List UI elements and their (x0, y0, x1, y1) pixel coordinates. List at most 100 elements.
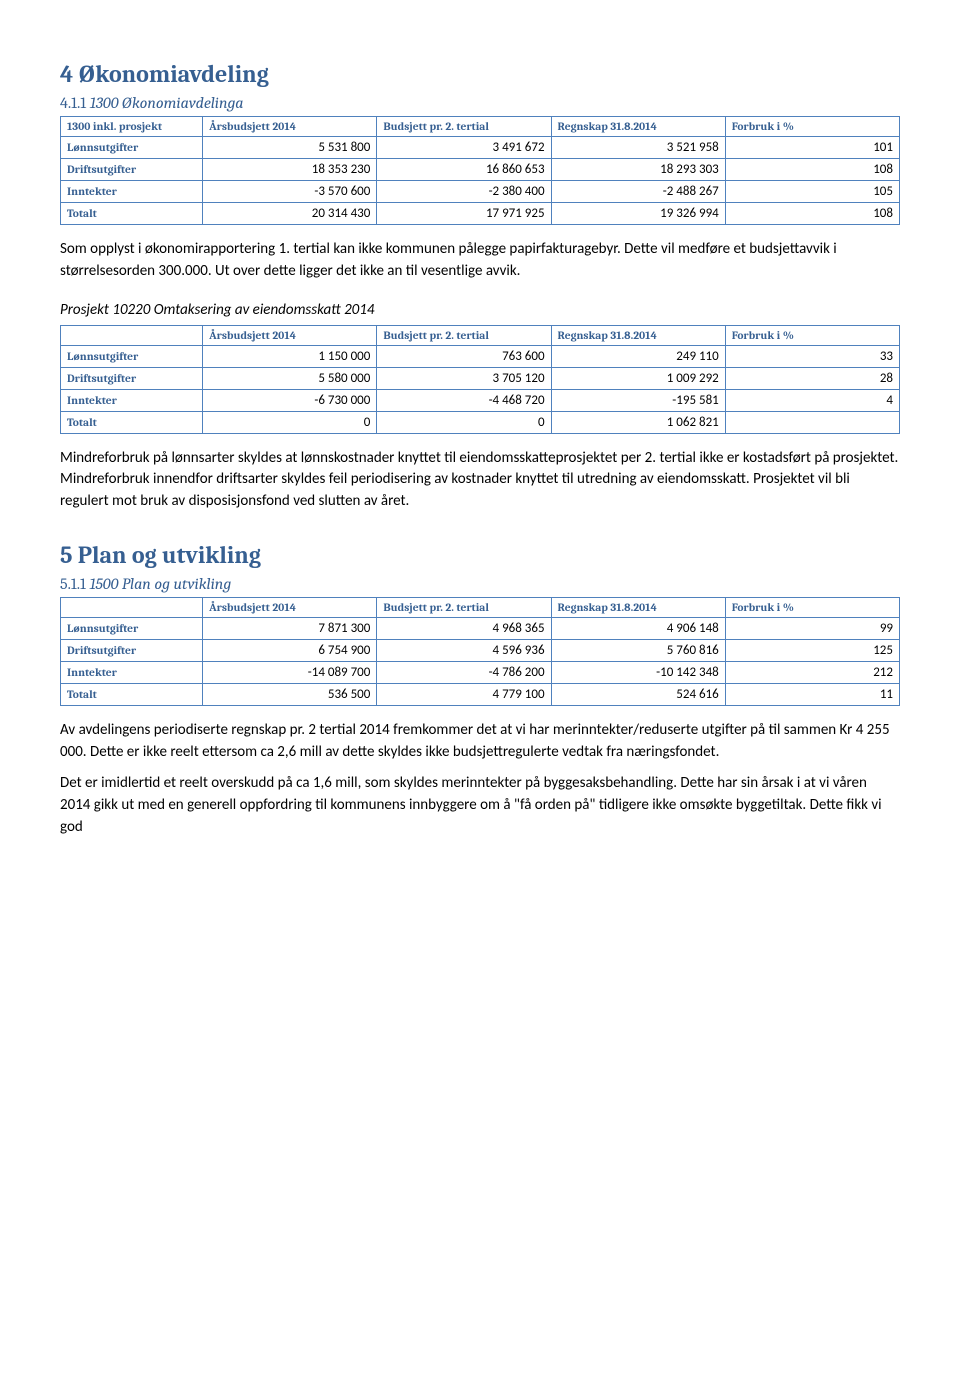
table-header-row: 1300 inkl. prosjekt Årsbudsjett 2014 Bud… (61, 117, 900, 137)
table-10220: Årsbudsjett 2014 Budsjett pr. 2. tertial… (60, 325, 900, 434)
cell: 33 (725, 345, 899, 367)
col-header: Budsjett pr. 2. tertial (377, 325, 551, 345)
cell: 1 150 000 (203, 345, 377, 367)
subsection-number: 5.1.1 (60, 575, 86, 593)
cell: 28 (725, 367, 899, 389)
cell: 3 491 672 (377, 137, 551, 159)
row-label: Inntekter (61, 181, 203, 203)
subsection-label: 1300 Økonomiavdelinga (90, 94, 244, 112)
cell: 108 (725, 203, 899, 225)
table-row: Inntekter -6 730 000 -4 468 720 -195 581… (61, 389, 900, 411)
cell: 7 871 300 (203, 617, 377, 639)
cell: 18 293 303 (551, 159, 725, 181)
section5-title: 5 Plan og utvikling (60, 541, 900, 569)
col-header (61, 597, 203, 617)
col-header: Forbruk i % (725, 325, 899, 345)
cell: 5 580 000 (203, 367, 377, 389)
row-label: Totalt (61, 203, 203, 225)
cell: 763 600 (377, 345, 551, 367)
cell: 5 760 816 (551, 639, 725, 661)
col-header: Forbruk i % (725, 597, 899, 617)
cell: 4 596 936 (377, 639, 551, 661)
col-header: Budsjett pr. 2. tertial (377, 117, 551, 137)
section4-subheading2: Prosjekt 10220 Omtaksering av eiendomssk… (60, 301, 900, 319)
row-label: Driftsutgifter (61, 159, 203, 181)
cell (725, 411, 899, 433)
cell: 249 110 (551, 345, 725, 367)
table-header-row: Årsbudsjett 2014 Budsjett pr. 2. tertial… (61, 597, 900, 617)
section5-subtitle: 5.1.1 1500 Plan og utvikling (60, 575, 900, 593)
cell: 1 062 821 (551, 411, 725, 433)
cell: 125 (725, 639, 899, 661)
row-label: Lønnsutgifter (61, 137, 203, 159)
row-label: Lønnsutgifter (61, 345, 203, 367)
col-header: Regnskap 31.8.2014 (551, 597, 725, 617)
col-header: Regnskap 31.8.2014 (551, 325, 725, 345)
col-header: Årsbudsjett 2014 (203, 325, 377, 345)
section5-para2: Det er imidlertid et reelt overskudd på … (60, 773, 900, 838)
cell: 0 (377, 411, 551, 433)
cell: 536 500 (203, 683, 377, 705)
row-label: Totalt (61, 683, 203, 705)
table-row: Driftsutgifter 6 754 900 4 596 936 5 760… (61, 639, 900, 661)
table-row: Totalt 536 500 4 779 100 524 616 11 (61, 683, 900, 705)
col-header: Årsbudsjett 2014 (203, 597, 377, 617)
row-label: Inntekter (61, 661, 203, 683)
col-header: Regnskap 31.8.2014 (551, 117, 725, 137)
cell: 16 860 653 (377, 159, 551, 181)
table-row: Driftsutgifter 5 580 000 3 705 120 1 009… (61, 367, 900, 389)
cell: 6 754 900 (203, 639, 377, 661)
cell: -14 089 700 (203, 661, 377, 683)
cell: 4 779 100 (377, 683, 551, 705)
cell: 212 (725, 661, 899, 683)
cell: -4 468 720 (377, 389, 551, 411)
table-1300: 1300 inkl. prosjekt Årsbudsjett 2014 Bud… (60, 116, 900, 225)
cell: -6 730 000 (203, 389, 377, 411)
cell: 4 968 365 (377, 617, 551, 639)
table-row: Lønnsutgifter 7 871 300 4 968 365 4 906 … (61, 617, 900, 639)
col-header (61, 325, 203, 345)
row-label: Totalt (61, 411, 203, 433)
row-label: Driftsutgifter (61, 639, 203, 661)
cell: 4 906 148 (551, 617, 725, 639)
col-header: Forbruk i % (725, 117, 899, 137)
table-row: Lønnsutgifter 1 150 000 763 600 249 110 … (61, 345, 900, 367)
cell: -4 786 200 (377, 661, 551, 683)
section4-para2: Mindreforbruk på lønnsarter skyldes at l… (60, 448, 900, 513)
cell: 20 314 430 (203, 203, 377, 225)
cell: 0 (203, 411, 377, 433)
cell: 4 (725, 389, 899, 411)
table-row: Totalt 20 314 430 17 971 925 19 326 994 … (61, 203, 900, 225)
subsection-label: 1500 Plan og utvikling (89, 575, 231, 593)
table-row: Totalt 0 0 1 062 821 (61, 411, 900, 433)
cell: 3 705 120 (377, 367, 551, 389)
section4-para1: Som opplyst i økonomirapportering 1. ter… (60, 239, 900, 283)
cell: 524 616 (551, 683, 725, 705)
cell: 1 009 292 (551, 367, 725, 389)
row-label: Lønnsutgifter (61, 617, 203, 639)
cell: 108 (725, 159, 899, 181)
table-row: Driftsutgifter 18 353 230 16 860 653 18 … (61, 159, 900, 181)
cell: 11 (725, 683, 899, 705)
cell: 101 (725, 137, 899, 159)
cell: 105 (725, 181, 899, 203)
cell: -2 380 400 (377, 181, 551, 203)
col-header: Budsjett pr. 2. tertial (377, 597, 551, 617)
table-header-row: Årsbudsjett 2014 Budsjett pr. 2. tertial… (61, 325, 900, 345)
table-row: Lønnsutgifter 5 531 800 3 491 672 3 521 … (61, 137, 900, 159)
table-row: Inntekter -3 570 600 -2 380 400 -2 488 2… (61, 181, 900, 203)
cell: 99 (725, 617, 899, 639)
col-header: 1300 inkl. prosjekt (61, 117, 203, 137)
table-row: Inntekter -14 089 700 -4 786 200 -10 142… (61, 661, 900, 683)
section5-para1: Av avdelingens periodiserte regnskap pr.… (60, 720, 900, 764)
cell: 18 353 230 (203, 159, 377, 181)
cell: 17 971 925 (377, 203, 551, 225)
section4-title: 4 Økonomiavdeling (60, 60, 900, 88)
table-1500: Årsbudsjett 2014 Budsjett pr. 2. tertial… (60, 597, 900, 706)
cell: -195 581 (551, 389, 725, 411)
cell: 19 326 994 (551, 203, 725, 225)
row-label: Inntekter (61, 389, 203, 411)
cell: -3 570 600 (203, 181, 377, 203)
subsection-number: 4.1.1 (60, 94, 86, 112)
cell: 3 521 958 (551, 137, 725, 159)
